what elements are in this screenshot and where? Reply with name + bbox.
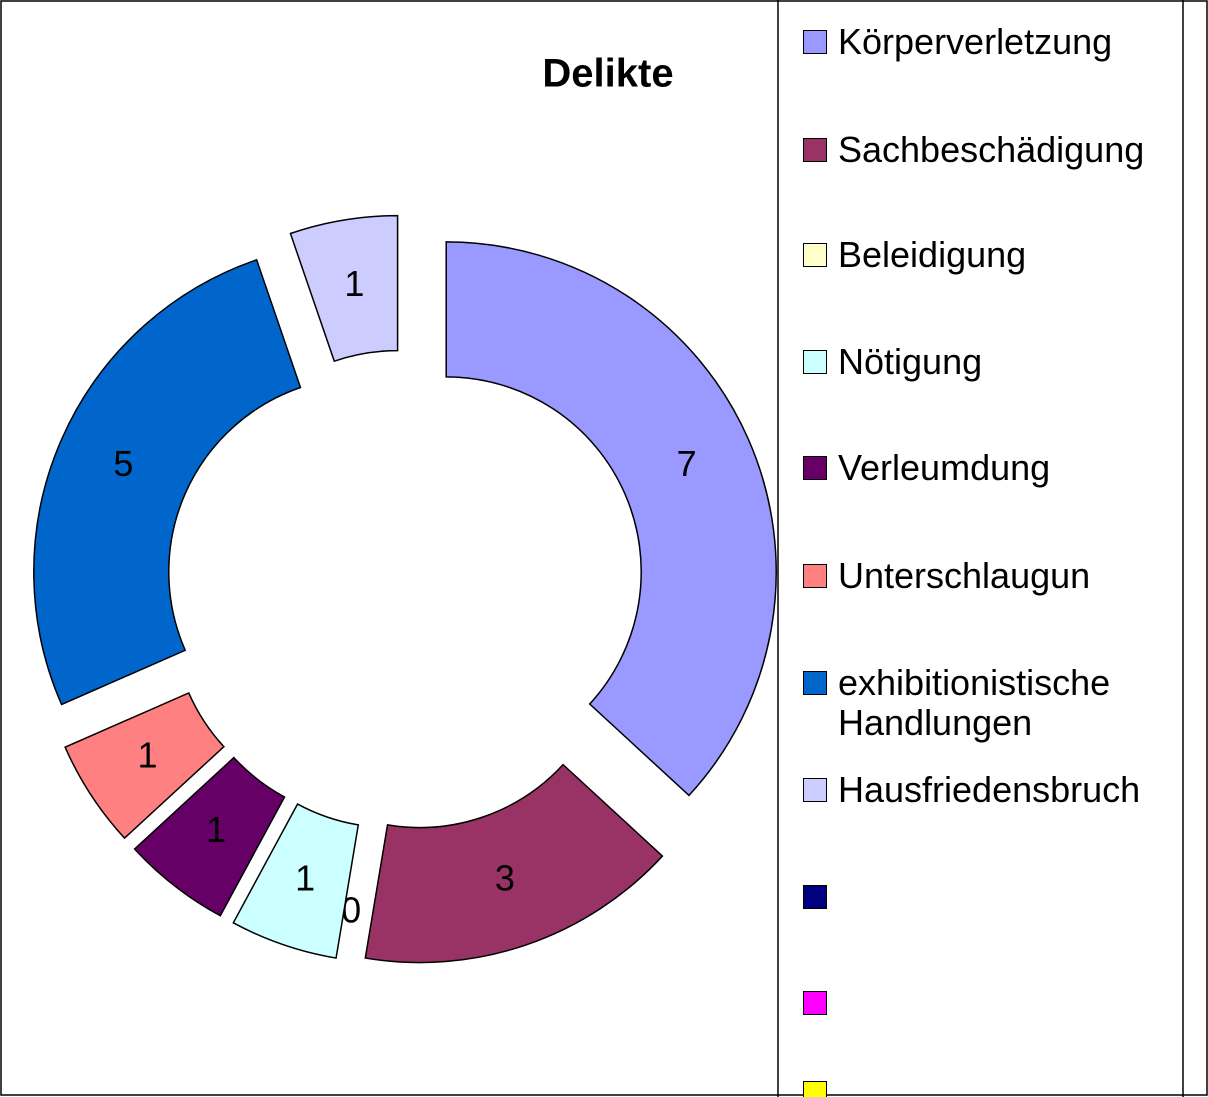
legend-swatch [803, 778, 827, 802]
legend-item: Nötigung [803, 342, 1173, 382]
donut-slice [64, 691, 225, 840]
legend-label: Körperverletzung [838, 21, 1113, 62]
donut-slice [133, 756, 286, 917]
legend-label: exhibitionistische Handlungen [838, 662, 1111, 743]
legend-item: Körperverletzung [803, 22, 1173, 62]
legend-label: Nötigung [838, 341, 983, 382]
legend-swatch [803, 456, 827, 480]
legend-item: Beleidigung [803, 235, 1173, 275]
legend-swatch [803, 671, 827, 695]
legend-swatch [803, 564, 827, 588]
slice-label: 5 [113, 443, 133, 484]
legend-item: Unterschlaugun [803, 556, 1173, 596]
slice-label: 1 [138, 735, 158, 776]
legend-swatch [803, 885, 827, 909]
legend-label: Sachbeschädigung [838, 129, 1145, 170]
slice-label: 1 [344, 263, 364, 304]
slice-label: 3 [495, 857, 515, 898]
legend-item: exhibitionistische Handlungen [803, 663, 1173, 743]
donut-slice [289, 214, 399, 363]
chart-title: Delikte [542, 52, 673, 96]
legend-swatch [803, 30, 827, 54]
legend-label: Hausfriedensbruch [838, 769, 1141, 810]
legend-item: Hausfriedensbruch [803, 770, 1173, 810]
donut-slice [232, 803, 360, 959]
slice-label: 1 [295, 857, 315, 898]
slice-label: 7 [677, 443, 697, 484]
legend-swatch [803, 1081, 827, 1097]
legend-item: Verleumdung [803, 448, 1173, 488]
slice-label: 1 [206, 809, 226, 850]
legend-swatch [803, 991, 827, 1015]
legend-label: Unterschlaugun [838, 555, 1091, 596]
legend-swatch [803, 243, 827, 267]
legend-label: Beleidigung [838, 234, 1027, 275]
legend-swatch [803, 138, 827, 162]
donut-slice [33, 258, 302, 706]
donut-slice [364, 763, 664, 964]
legend-label: Verleumdung [838, 447, 1051, 488]
legend-item: Sachbeschädigung [803, 130, 1173, 170]
legend-swatch [803, 350, 827, 374]
donut-slice [445, 241, 777, 797]
